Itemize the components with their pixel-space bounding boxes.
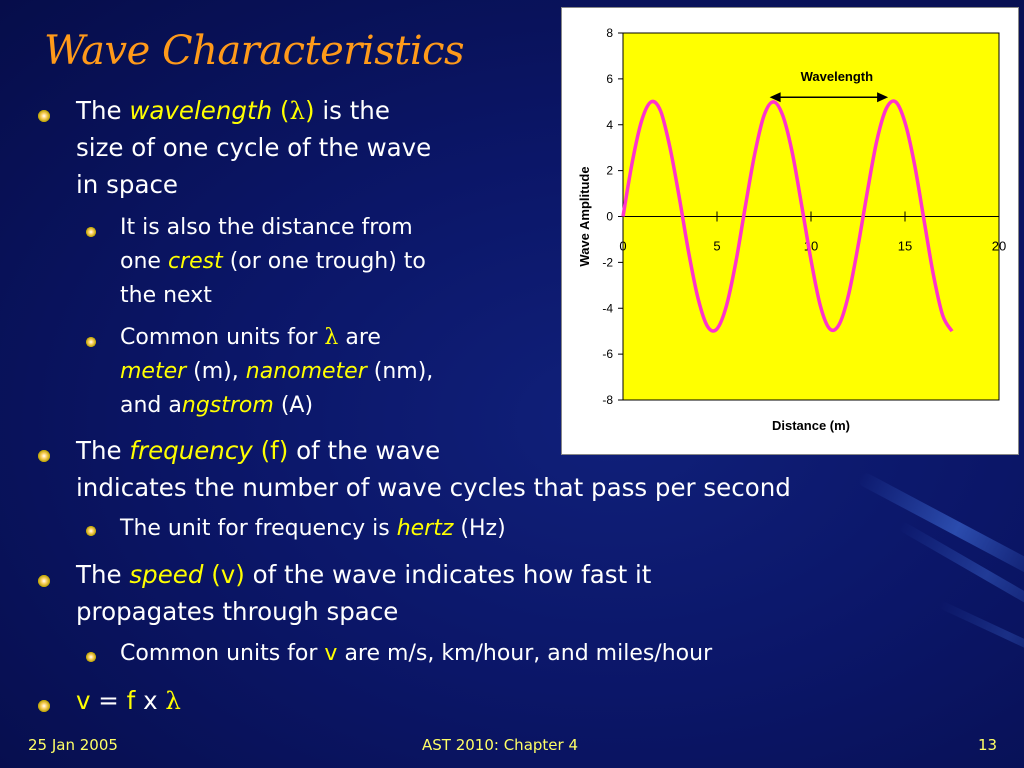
text: are m/s, km/hour, and miles/hour xyxy=(344,641,713,666)
wavelength-arrow-head-right xyxy=(877,92,889,103)
text: (A) xyxy=(280,393,314,418)
bullet-line: in space xyxy=(76,170,178,199)
sub-bullet-marker-icon xyxy=(86,227,96,237)
bullet-marker-icon xyxy=(38,700,50,712)
speed-symbol: (v) xyxy=(211,560,245,589)
term-nanometer: nanometer xyxy=(245,359,367,384)
y-axis-label: Wave Amplitude xyxy=(577,166,592,266)
y-tick-label: -8 xyxy=(602,393,613,407)
term-meter: meter xyxy=(120,359,187,384)
bullet-line: Common units for λ are xyxy=(120,321,550,355)
term-angstrom: ngstrom xyxy=(181,393,274,418)
text: The unit for frequency is xyxy=(120,516,390,541)
x-tick-label: 15 xyxy=(898,239,912,254)
text: Common units for xyxy=(120,641,318,666)
y-tick-label: -2 xyxy=(602,255,613,269)
footer-course: AST 2010: Chapter 4 xyxy=(422,736,578,754)
text: ( xyxy=(279,96,290,125)
bullet-line: v = f x λ xyxy=(76,682,376,719)
speed-symbol: v xyxy=(324,641,338,666)
y-tick-label: 4 xyxy=(606,118,613,132)
text: ) xyxy=(304,96,315,125)
y-tick-label: -6 xyxy=(602,347,613,361)
y-tick-label: -4 xyxy=(602,301,613,315)
frequency-symbol: (f) xyxy=(260,436,289,465)
bullet-line: indicates the number of wave cycles that… xyxy=(76,473,791,502)
bullet-marker-icon xyxy=(38,110,50,122)
x-tick-label: 20 xyxy=(992,239,1006,254)
text: = xyxy=(98,686,119,715)
text: (Hz) xyxy=(460,516,506,541)
bullet-line: one crest (or one trough) to xyxy=(120,245,540,279)
text: are xyxy=(345,325,381,350)
text: Common units for xyxy=(120,325,318,350)
footer-page-number: 13 xyxy=(978,736,998,754)
text: (or one trough) to xyxy=(229,249,426,274)
x-tick-label: 5 xyxy=(713,239,720,254)
term-speed: speed xyxy=(129,560,204,589)
text: The xyxy=(76,560,122,589)
bullet-wavelength: The wavelength (λ) is the size of one cy… xyxy=(76,92,546,203)
bullet-line: The speed (v) of the wave indicates how … xyxy=(76,556,1016,593)
sub-bullet-units: Common units for λ are meter (m), nanome… xyxy=(120,321,550,423)
y-tick-label: 2 xyxy=(606,164,613,178)
bullet-line: meter (m), nanometer (nm), xyxy=(120,355,550,389)
term-crest: crest xyxy=(167,249,223,274)
sub-bullet-marker-icon xyxy=(86,337,96,347)
y-tick-label: 6 xyxy=(606,72,613,86)
text: (m), xyxy=(193,359,239,384)
text: The xyxy=(76,96,122,125)
bullet-marker-icon xyxy=(38,450,50,462)
text: of the wave xyxy=(296,436,441,465)
bullet-marker-icon xyxy=(38,575,50,587)
wavelength-arrow-head-left xyxy=(769,92,781,103)
text: x xyxy=(143,686,158,715)
term-frequency: frequency xyxy=(129,436,253,465)
x-axis-label: Distance (m) xyxy=(772,418,850,433)
bullet-line: It is also the distance from xyxy=(120,215,413,240)
wave-chart: 8 6 4 2 0 -2 -4 -6 -8 0 5 10 15 20 Wavelength Distance … xyxy=(561,7,1019,455)
text: is the xyxy=(322,96,390,125)
sub-bullet-marker-icon xyxy=(86,652,96,662)
sub-bullet-hertz: The unit for frequency is hertz (Hz) xyxy=(120,512,820,546)
text: (nm), xyxy=(373,359,434,384)
text: and a xyxy=(120,393,182,418)
term-hertz: hertz xyxy=(396,516,454,541)
speed-symbol: v xyxy=(76,686,91,715)
bullet-line: The unit for frequency is hertz (Hz) xyxy=(120,512,820,546)
wave-series-line xyxy=(621,99,954,333)
text: of the wave indicates how fast it xyxy=(252,560,652,589)
bullet-line: propagates through space xyxy=(76,597,399,626)
sub-bullet-marker-icon xyxy=(86,526,96,536)
sub-bullet-crest: It is also the distance from one crest (… xyxy=(120,211,540,313)
bullet-frequency: The frequency (f) of the wave indicates … xyxy=(76,432,1016,506)
footer-date: 25 Jan 2005 xyxy=(28,736,118,754)
lambda-symbol: λ xyxy=(289,96,305,125)
bullet-line: size of one cycle of the wave xyxy=(76,133,432,162)
y-tick-label: 8 xyxy=(606,26,613,40)
bullet-line: and angstrom (A) xyxy=(120,389,550,423)
wavelength-annotation-label: Wavelength xyxy=(801,69,874,84)
text: The xyxy=(76,436,122,465)
bullet-line: The wavelength (λ) is the xyxy=(76,92,546,129)
lambda-symbol: λ xyxy=(165,686,181,715)
bullet-equation: v = f x λ xyxy=(76,682,376,719)
slide-title: Wave Characteristics xyxy=(44,28,465,74)
frequency-symbol: f xyxy=(126,686,136,715)
term-wavelength: wavelength xyxy=(129,96,273,125)
y-tick-label: 0 xyxy=(606,210,613,224)
bullet-line: The frequency (f) of the wave xyxy=(76,432,1016,469)
text: one xyxy=(120,249,161,274)
sub-bullet-speed-units: Common units for v are m/s, km/hour, and… xyxy=(120,637,980,671)
bullet-line: the next xyxy=(120,283,212,308)
x-tick-label: 0 xyxy=(619,239,626,254)
lambda-symbol: λ xyxy=(324,325,339,350)
bullet-speed: The speed (v) of the wave indicates how … xyxy=(76,556,1016,630)
bullet-line: Common units for v are m/s, km/hour, and… xyxy=(120,637,980,671)
